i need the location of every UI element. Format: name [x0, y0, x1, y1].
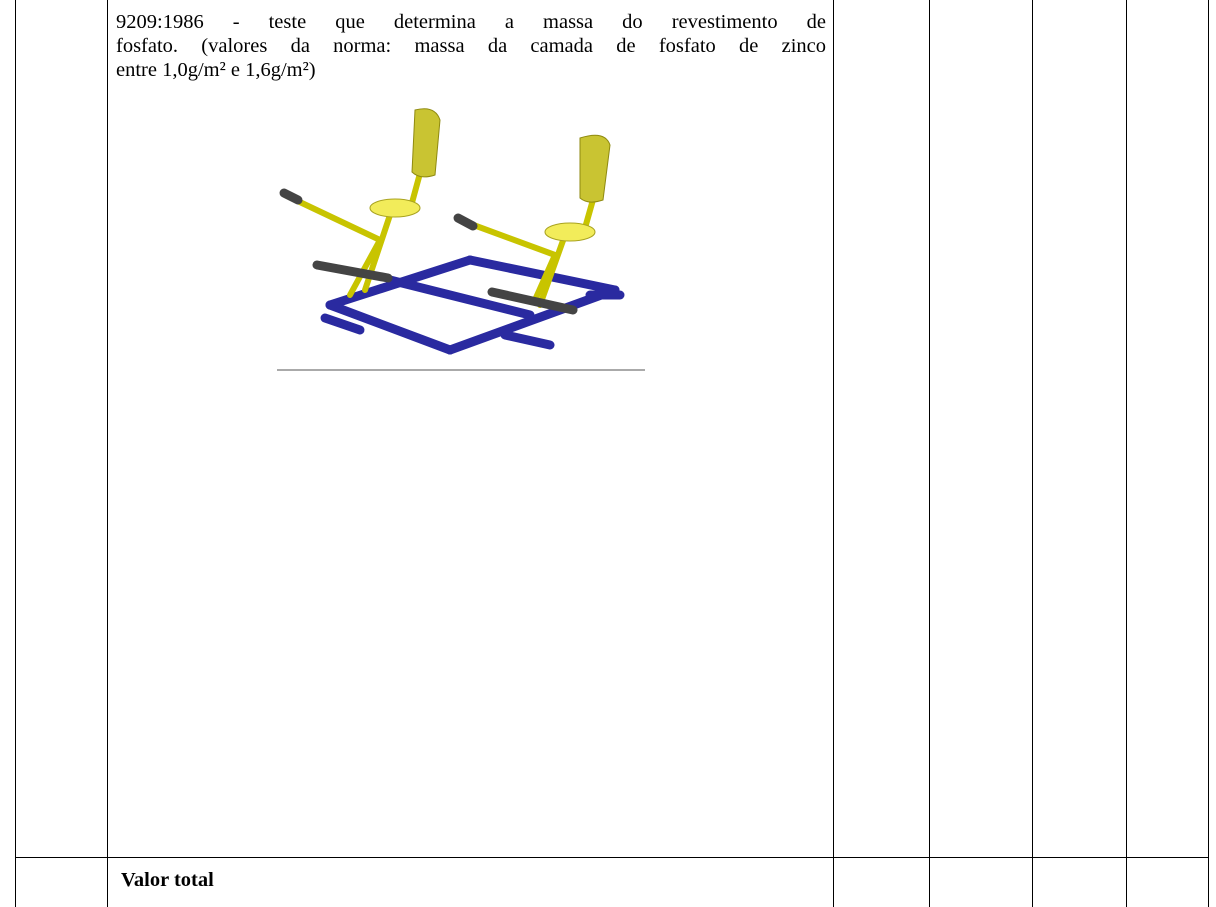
- text-line: entre 1,0g/m² e 1,6g/m²): [116, 59, 316, 81]
- text-line: fosfato. (valores da norma: massa da cam…: [116, 35, 826, 57]
- equipment-image: [277, 108, 645, 371]
- row-border: [15, 857, 1209, 858]
- column-border: [1208, 0, 1209, 907]
- cell-text: 9209:1986 - teste que determina a massa …: [116, 10, 826, 82]
- text-line: 9209:1986 - teste que determina a massa …: [116, 11, 826, 33]
- column-border: [107, 0, 108, 907]
- total-label: Valor total: [121, 869, 214, 891]
- column-border: [929, 0, 930, 907]
- column-border: [15, 0, 16, 907]
- column-border: [833, 0, 834, 907]
- column-border: [1126, 0, 1127, 907]
- column-border: [1032, 0, 1033, 907]
